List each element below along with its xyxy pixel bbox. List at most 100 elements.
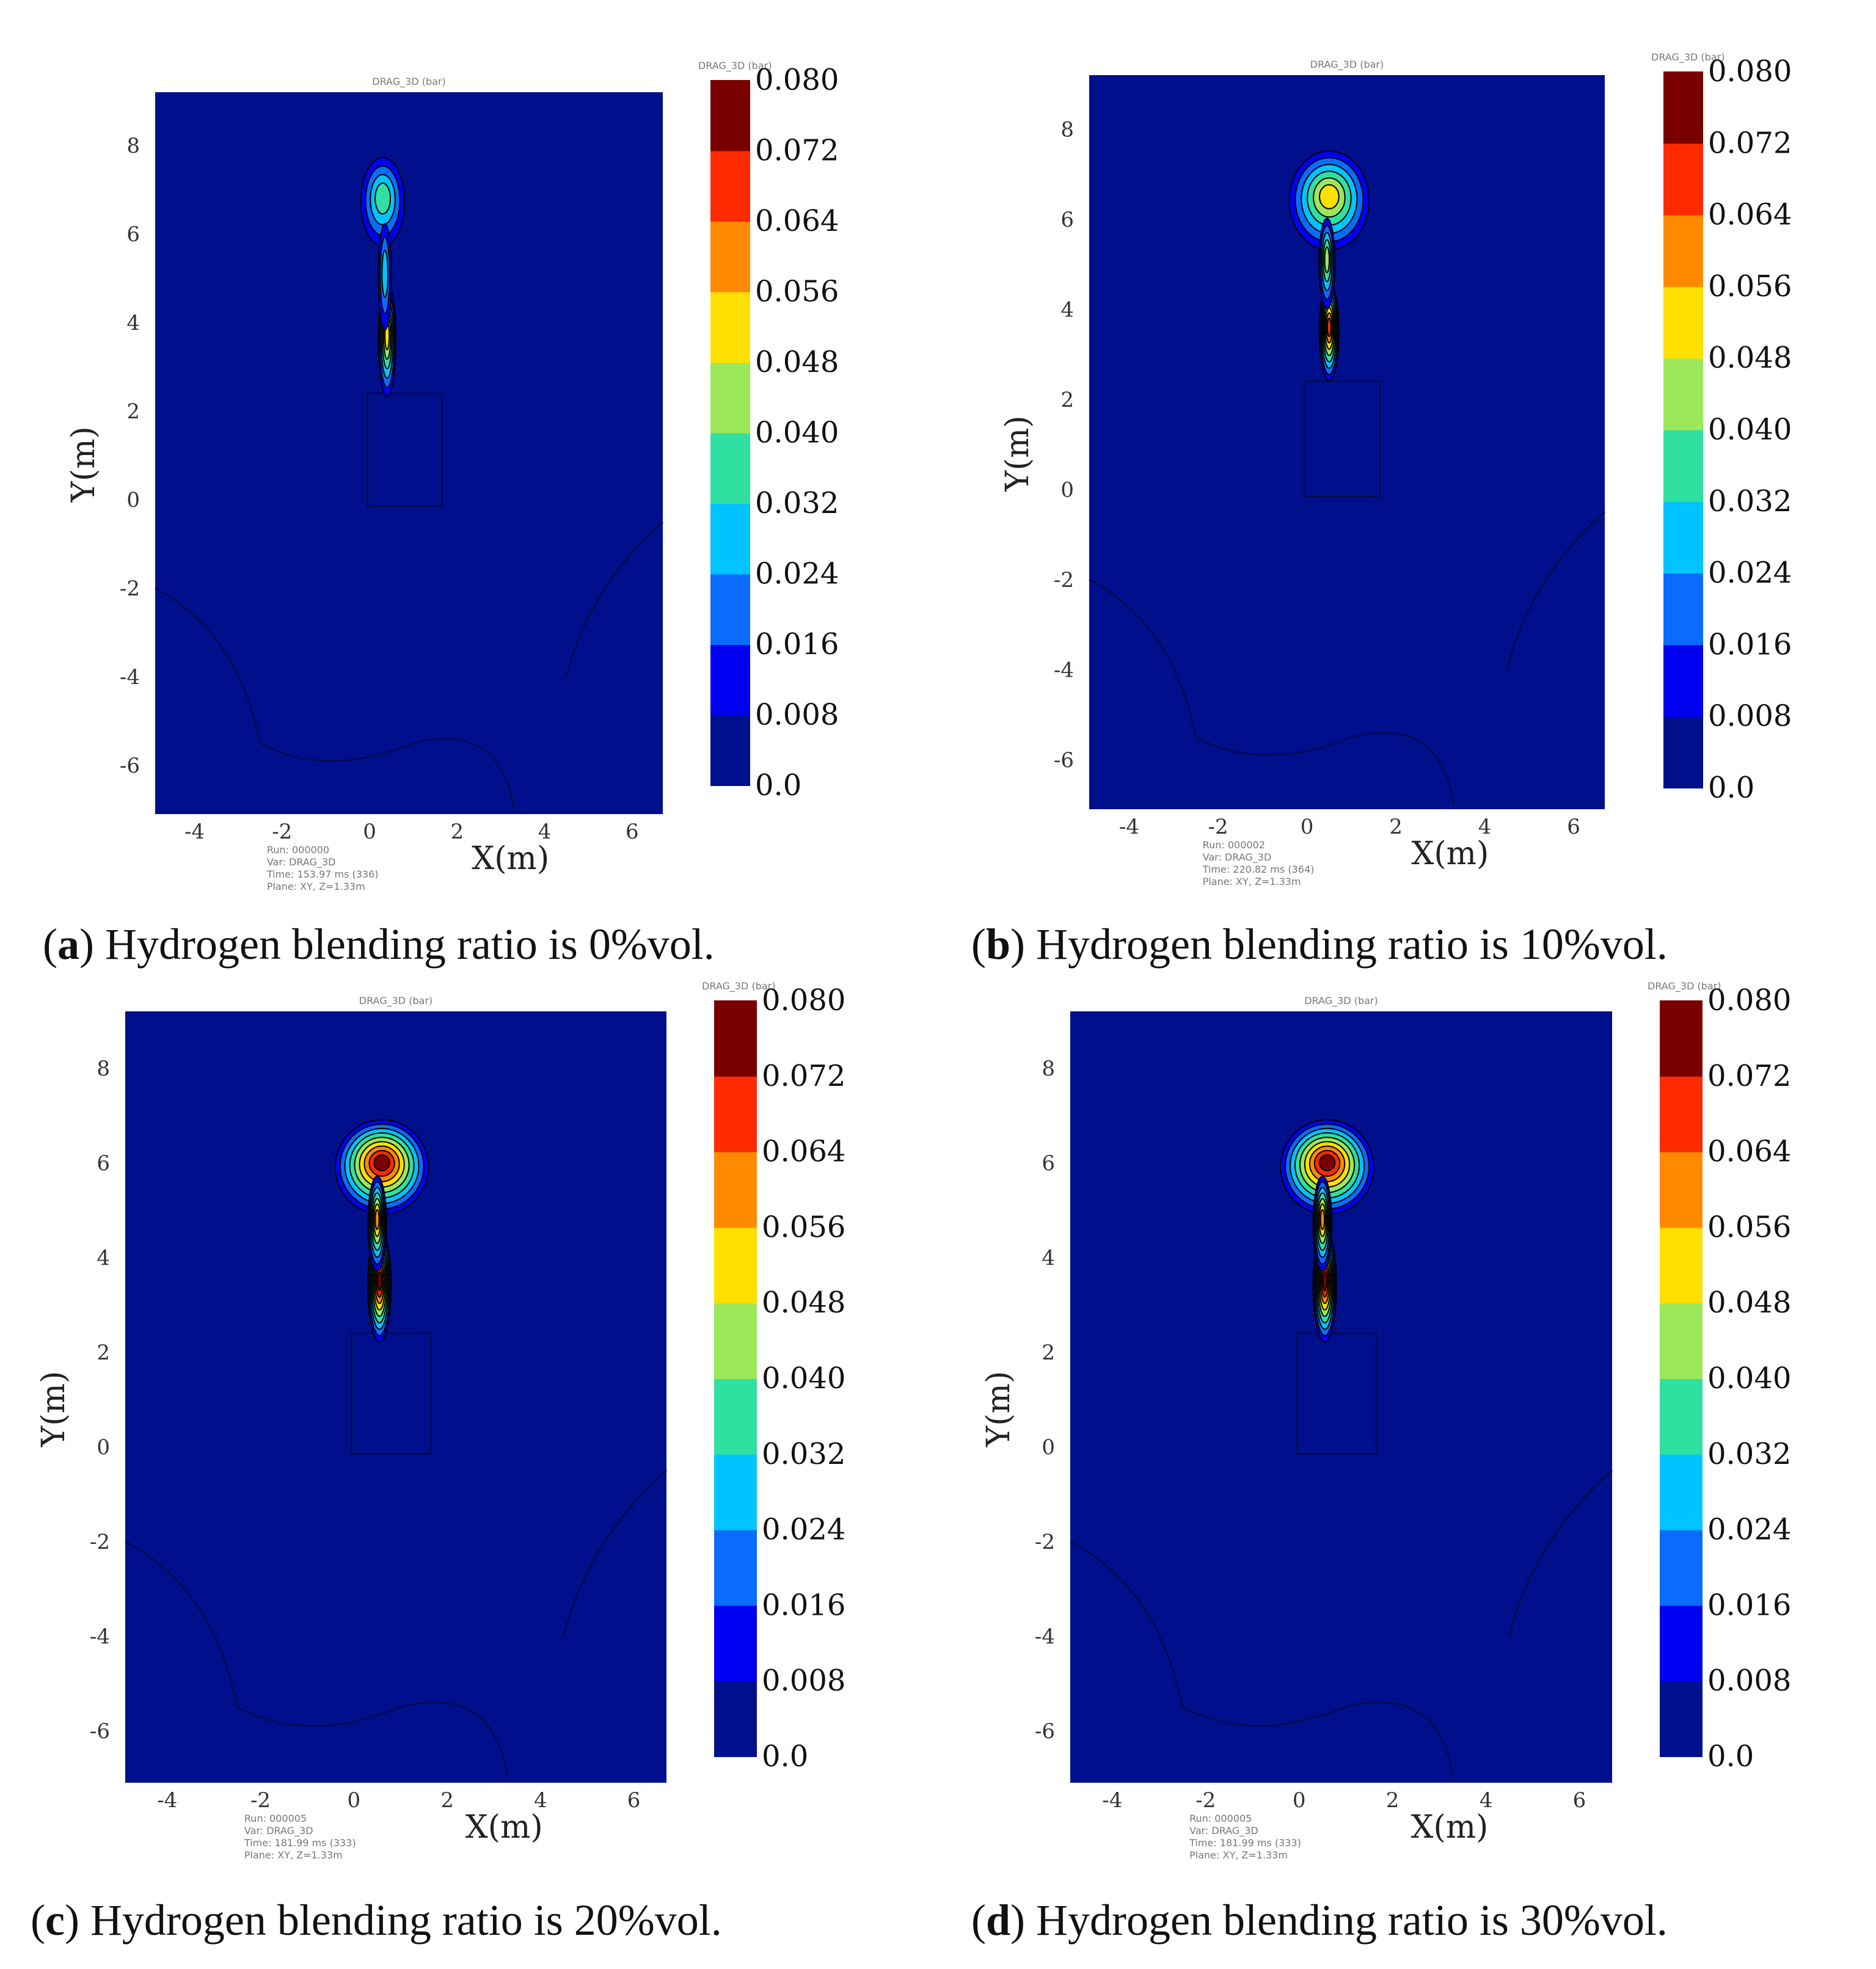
footer-text: Run: 000005: [244, 1813, 307, 1824]
y-tick-label: 2: [126, 399, 140, 424]
y-tick-label: 6: [97, 1151, 110, 1176]
colorbar-title: DRAG_3D (bar): [702, 980, 775, 992]
colorbar-tick-label: 0.064: [755, 204, 839, 238]
colorbar-band: [1660, 1378, 1703, 1455]
footer-text: Var: DRAG_3D: [267, 856, 336, 868]
colorbar-title: DRAG_3D (bar): [1651, 51, 1725, 64]
contour-band: [1326, 317, 1332, 338]
x-axis-label: X(m): [465, 1809, 543, 1846]
colorbar-band: [1660, 1227, 1703, 1304]
panel-caption: (c) Hydrogen blending ratio is 20%vol.: [31, 1896, 722, 1945]
obstacle-outline: [350, 1332, 432, 1455]
colorbar-tick-label: 0.016: [1708, 627, 1792, 661]
colorbar-band: [714, 1454, 757, 1530]
contour-band: [374, 1209, 380, 1231]
faint-contour: [563, 1469, 668, 1637]
footer-text: Run: 000002: [1203, 839, 1265, 851]
colorbar-tick-label: 0.0: [755, 768, 801, 803]
faint-contour: [1070, 1540, 1454, 1778]
contour-band: [1322, 1271, 1327, 1292]
colorbar-band: [710, 573, 750, 645]
y-tick-label: 6: [1060, 208, 1074, 232]
colorbar-tick-label: 0.048: [1708, 341, 1792, 375]
colorbar-tick-label: 0.0: [762, 1739, 808, 1774]
colorbar-tick-label: 0.072: [1708, 126, 1792, 160]
colorbar-tick-label: 0.008: [762, 1664, 845, 1698]
panel-b: DRAG_3D (bar) -4 -2 0 2 4 6 8 6 4 2 0 -2 -4 -6 X(m) Y(m)…: [971, 51, 1792, 969]
footer-text: Var: DRAG_3D: [244, 1825, 313, 1837]
colorbar-band: [710, 644, 750, 716]
panel-c: DRAG_3D (bar) -4 -2 0 2 4 6 8 6 4 2 0 -2 -4 -6 X(m) Y(m)…: [31, 980, 845, 1945]
colorbar-tick-label: 0.024: [1708, 556, 1792, 590]
colorbar-tick-label: 0.032: [1708, 484, 1792, 519]
x-tick-label: 4: [1478, 815, 1492, 839]
panel-caption: (d) Hydrogen blending ratio is 30%vol.: [971, 1896, 1668, 1945]
footer-text: Time: 181.99 ms (333): [1189, 1837, 1301, 1849]
y-tick-label: 8: [1060, 117, 1074, 142]
y-tick-label: 8: [97, 1057, 110, 1081]
colorbar-tick-label: 0.016: [755, 627, 839, 661]
plot-title: DRAG_3D (bar): [372, 76, 445, 88]
y-tick-label: -4: [1035, 1625, 1055, 1649]
colorbar-band: [714, 1075, 757, 1152]
x-tick-label: 0: [363, 820, 376, 844]
x-tick-label: 6: [1567, 815, 1580, 839]
y-tick-label: -6: [120, 754, 140, 778]
colorbar-tick-label: 0.024: [1707, 1513, 1791, 1547]
colorbar-title: DRAG_3D (bar): [1648, 980, 1721, 992]
y-tick-label: 2: [1060, 388, 1074, 412]
colorbar-band: [714, 1000, 757, 1077]
footer-text: Plane: XY, Z=1.33m: [1203, 876, 1301, 887]
colorbar-tick-label: 0.024: [755, 557, 839, 591]
colorbar-band: [1660, 1000, 1703, 1077]
x-axis-label: X(m): [1411, 1809, 1488, 1846]
x-tick-label: -2: [250, 1788, 271, 1813]
footer-text: Run: 000000: [267, 844, 329, 856]
colorbar-band: [714, 1529, 757, 1606]
contour-band: [381, 249, 389, 298]
colorbar-band: [710, 150, 750, 222]
y-axis-label: Y(m): [65, 426, 102, 503]
y-axis-label: Y(m): [35, 1371, 72, 1447]
colorbar-tick-label: 0.080: [1707, 983, 1791, 1017]
x-tick-label: 2: [1389, 815, 1403, 839]
y-tick-label: 0: [1060, 478, 1074, 502]
colorbar-tick-label: 0.008: [755, 698, 839, 732]
y-tick-label: -4: [90, 1625, 110, 1649]
x-tick-label: 4: [1480, 1788, 1493, 1813]
x-tick-label: -2: [1208, 815, 1228, 839]
colorbar-band: [1663, 573, 1703, 646]
colorbar-tick-label: 0.080: [755, 63, 839, 97]
x-tick-label: -4: [1102, 1788, 1122, 1813]
y-tick-label: 4: [1060, 297, 1074, 322]
y-tick-label: 8: [1042, 1057, 1055, 1081]
footer-text: Plane: XY, Z=1.33m: [1189, 1849, 1288, 1861]
colorbar-tick-label: 0.024: [762, 1513, 845, 1547]
faint-contour: [125, 1540, 509, 1778]
y-tick-label: 8: [126, 134, 140, 158]
y-tick-label: 4: [97, 1246, 110, 1270]
footer-text: Plane: XY, Z=1.33m: [267, 881, 365, 892]
colorbar-band: [1663, 214, 1703, 287]
colorbar-band: [714, 1227, 757, 1304]
colorbar-tick-label: 0.040: [1708, 413, 1792, 447]
faint-contour: [1506, 511, 1606, 670]
footer-text: Time: 181.99 ms (333): [244, 1837, 356, 1849]
colorbar-tick-label: 0.032: [755, 486, 839, 520]
caption-text: Hydrogen blending ratio is 30%vol.: [1036, 1896, 1668, 1945]
colorbar-band: [1660, 1075, 1703, 1152]
colorbar-tick-label: 0.016: [762, 1588, 845, 1622]
colorbar-tick-label: 0.032: [1707, 1437, 1791, 1471]
x-tick-label: 0: [1293, 1788, 1306, 1813]
footer-text: Time: 153.97 ms (336): [266, 868, 379, 880]
colorbar-tick-label: 0.056: [1708, 269, 1792, 304]
y-tick-label: 6: [1042, 1151, 1055, 1176]
caption-text: Hydrogen blending ratio is 0%vol.: [105, 920, 715, 969]
colorbar-band: [710, 362, 750, 434]
colorbar-tick-label: 0.040: [1707, 1361, 1791, 1396]
colorbar-tick-label: 0.008: [1708, 699, 1792, 733]
x-axis-label: X(m): [1411, 835, 1489, 872]
colorbar-band: [710, 80, 750, 151]
obstacle-outline: [1304, 380, 1382, 497]
y-tick-label: -2: [1035, 1530, 1055, 1554]
